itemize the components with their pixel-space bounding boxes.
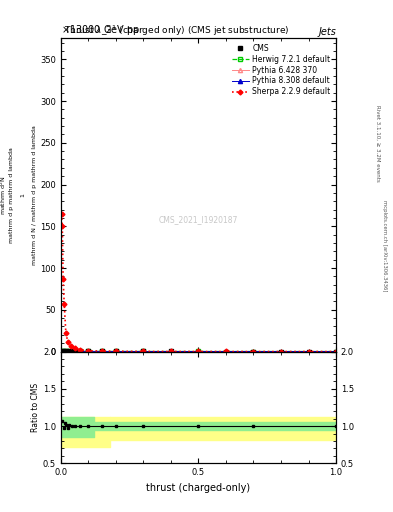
CMS [67, 348, 72, 354]
Line: Pythia 6.428 370: Pythia 6.428 370 [60, 349, 338, 354]
Sherpa 2.2.9 default [196, 348, 201, 354]
Pythia 8.308 default [78, 348, 83, 354]
Herwig 7.2.1 default [251, 349, 256, 355]
CMS [86, 348, 91, 354]
Sherpa 2.2.9 default [68, 343, 73, 349]
X-axis label: thrust (charged-only): thrust (charged-only) [147, 483, 250, 493]
Pythia 6.428 370 [86, 348, 91, 354]
CMS [100, 348, 105, 354]
Y-axis label: Ratio to CMS: Ratio to CMS [31, 383, 40, 432]
Legend: CMS, Herwig 7.2.1 default, Pythia 6.428 370, Pythia 8.308 default, Sherpa 2.2.9 : CMS, Herwig 7.2.1 default, Pythia 6.428 … [230, 42, 332, 98]
Pythia 8.308 default [114, 348, 118, 354]
Herwig 7.2.1 default [334, 349, 338, 355]
Sherpa 2.2.9 default [65, 338, 70, 345]
Pythia 6.428 370 [72, 348, 77, 354]
Pythia 6.428 370 [61, 348, 66, 354]
Sherpa 2.2.9 default [72, 345, 77, 351]
Pythia 6.428 370 [100, 348, 105, 354]
Herwig 7.2.1 default [61, 348, 66, 354]
CMS [306, 349, 311, 355]
Pythia 8.308 default [86, 348, 91, 354]
CMS [334, 349, 338, 355]
Sherpa 2.2.9 default [114, 348, 118, 354]
Pythia 8.308 default [196, 349, 201, 355]
Pythia 6.428 370 [141, 348, 146, 354]
Pythia 8.308 default [64, 348, 69, 354]
Text: mcplots.cern.ch [arXiv:1306.3436]: mcplots.cern.ch [arXiv:1306.3436] [382, 200, 387, 291]
Text: CMS_2021_I1920187: CMS_2021_I1920187 [159, 216, 238, 225]
Herwig 7.2.1 default [196, 349, 201, 355]
CMS [60, 348, 64, 354]
CMS [61, 348, 66, 354]
CMS [70, 348, 74, 354]
Herwig 7.2.1 default [100, 348, 105, 354]
Pythia 8.308 default [61, 348, 66, 354]
Sherpa 2.2.9 default [100, 348, 105, 354]
Pythia 8.308 default [141, 348, 146, 354]
Herwig 7.2.1 default [64, 348, 69, 354]
CMS [141, 348, 146, 354]
Sherpa 2.2.9 default [141, 348, 146, 354]
CMS [169, 349, 173, 355]
Pythia 8.308 default [100, 348, 105, 354]
Sherpa 2.2.9 default [86, 348, 91, 354]
Sherpa 2.2.9 default [59, 210, 64, 217]
Pythia 6.428 370 [196, 349, 201, 355]
Herwig 7.2.1 default [60, 348, 64, 354]
Sherpa 2.2.9 default [224, 349, 228, 355]
CMS [78, 348, 83, 354]
Pythia 8.308 default [67, 348, 72, 354]
CMS [224, 349, 228, 355]
CMS [251, 349, 256, 355]
Pythia 6.428 370 [114, 348, 118, 354]
Text: $\times$13000 GeV pp: $\times$13000 GeV pp [61, 23, 140, 37]
Line: Pythia 8.308 default: Pythia 8.308 default [60, 349, 338, 354]
Line: Herwig 7.2.1 default: Herwig 7.2.1 default [60, 349, 338, 354]
Pythia 8.308 default [251, 349, 256, 355]
Herwig 7.2.1 default [72, 348, 77, 354]
Pythia 6.428 370 [334, 349, 338, 355]
Y-axis label: mathrm d$^2$N
mathrm d p mathrm d lambda

1

mathrm d N / mathrm d p mathrm d la: mathrm d$^2$N mathrm d p mathrm d lambda… [0, 125, 37, 265]
Sherpa 2.2.9 default [78, 347, 83, 353]
Sherpa 2.2.9 default [61, 276, 66, 282]
Line: Sherpa 2.2.9 default: Sherpa 2.2.9 default [60, 212, 338, 353]
Herwig 7.2.1 default [114, 348, 118, 354]
Pythia 6.428 370 [60, 348, 64, 354]
CMS [279, 349, 283, 355]
CMS [114, 348, 118, 354]
Pythia 6.428 370 [251, 349, 256, 355]
Sherpa 2.2.9 default [334, 349, 338, 355]
Sherpa 2.2.9 default [306, 349, 311, 355]
Herwig 7.2.1 default [70, 348, 74, 354]
Herwig 7.2.1 default [86, 348, 91, 354]
CMS [196, 349, 201, 355]
Pythia 8.308 default [60, 348, 64, 354]
CMS [64, 348, 69, 354]
Text: Rivet 3.1.10, ≥ 3.2M events: Rivet 3.1.10, ≥ 3.2M events [376, 105, 380, 182]
CMS [72, 348, 77, 354]
Sherpa 2.2.9 default [60, 223, 64, 229]
Sherpa 2.2.9 default [62, 301, 66, 307]
Pythia 6.428 370 [67, 348, 72, 354]
Sherpa 2.2.9 default [251, 349, 256, 355]
Pythia 6.428 370 [78, 348, 83, 354]
Text: Thrust $\lambda\_2^1$ (charged only) (CMS jet substructure): Thrust $\lambda\_2^1$ (charged only) (CM… [64, 24, 289, 38]
Pythia 6.428 370 [64, 348, 69, 354]
Sherpa 2.2.9 default [169, 348, 173, 354]
Pythia 8.308 default [334, 349, 338, 355]
Herwig 7.2.1 default [78, 348, 83, 354]
Sherpa 2.2.9 default [279, 349, 283, 355]
Line: CMS: CMS [60, 349, 338, 354]
Pythia 8.308 default [72, 348, 77, 354]
Pythia 6.428 370 [70, 348, 74, 354]
Herwig 7.2.1 default [67, 348, 72, 354]
Text: Jets: Jets [318, 27, 336, 37]
Pythia 8.308 default [70, 348, 74, 354]
Sherpa 2.2.9 default [64, 330, 68, 336]
Herwig 7.2.1 default [141, 348, 146, 354]
